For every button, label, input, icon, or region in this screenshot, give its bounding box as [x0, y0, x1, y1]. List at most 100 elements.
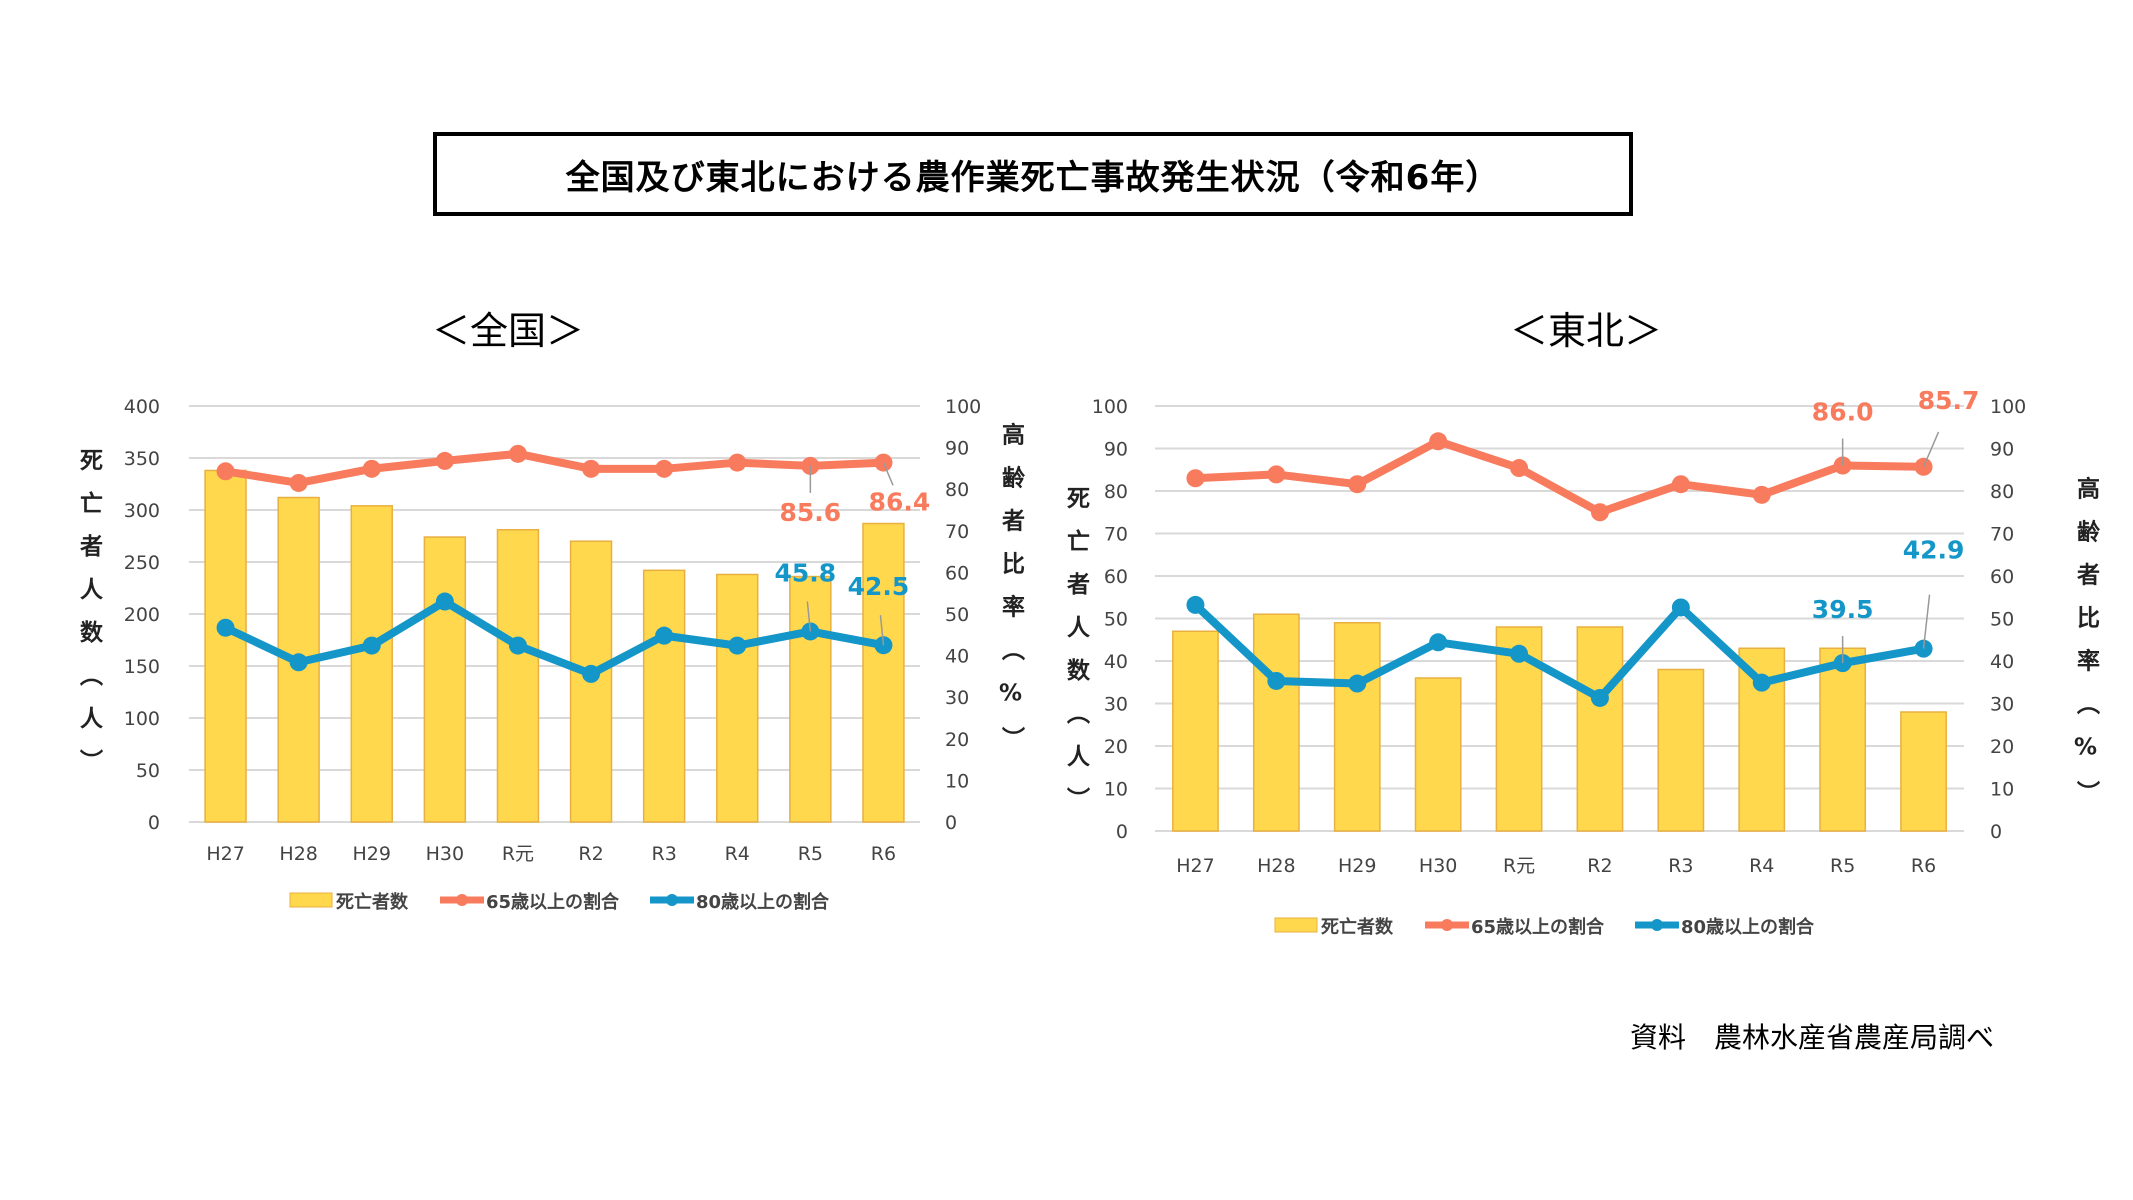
y-right-axis-label-national: 高齢者比率（%） [997, 422, 1024, 770]
y-right-tick-label: 20 [945, 729, 969, 751]
data-point [655, 626, 674, 645]
y-left-tick-label: 200 [124, 604, 160, 626]
y-right-tick-label: 80 [945, 479, 969, 501]
leader-line [1922, 594, 1931, 649]
data-point [1429, 633, 1448, 652]
series-line [1195, 437, 1924, 517]
data-point [289, 653, 308, 672]
x-tick-label: R6 [871, 843, 896, 865]
legend-label: 死亡者数 [336, 891, 409, 913]
bar [642, 569, 686, 823]
x-tick-label: R4 [725, 843, 750, 865]
bar [862, 522, 905, 823]
legend-label: 65歳以上の割合 [1471, 916, 1605, 938]
y-right-tick-label: 90 [1990, 439, 2014, 461]
page-title: 全国及び東北における農作業死亡事故発生状況（令和6年） [433, 132, 1633, 216]
x-tick-label: H30 [1419, 855, 1457, 877]
y-right-tick-label: 50 [945, 604, 969, 626]
leader-line [882, 462, 894, 486]
y-left-tick-label: 70 [1104, 524, 1128, 546]
bar [1819, 647, 1867, 832]
bar [204, 469, 247, 823]
y-left-tick-label: 50 [136, 760, 160, 782]
y-right-tick-label: 60 [945, 562, 969, 584]
data-point [1671, 475, 1690, 494]
x-tick-label: R2 [1587, 855, 1612, 877]
chart-subtitle-national: ＜全国＞ [431, 309, 584, 353]
data-point [1267, 465, 1286, 484]
bar [496, 529, 540, 823]
data-point [435, 451, 454, 470]
y-left-tick-label: 400 [124, 396, 160, 418]
legend-swatch-bar [1274, 917, 1318, 933]
y-left-tick-label: 0 [1116, 821, 1128, 843]
data-point [1671, 598, 1690, 617]
data-point [362, 636, 381, 655]
y-right-tick-label: 60 [1990, 566, 2014, 588]
y-left-tick-label: 10 [1104, 779, 1128, 801]
data-point [1590, 688, 1609, 707]
data-point [1186, 469, 1205, 488]
data-point [1590, 503, 1609, 522]
data-point [1429, 432, 1448, 451]
data-point [1752, 485, 1771, 504]
x-tick-label: H28 [279, 843, 317, 865]
y-right-tick-label: 30 [945, 687, 969, 709]
y-left-tick-label: 250 [124, 552, 160, 574]
y-left-tick-label: 30 [1104, 694, 1128, 716]
y-right-tick-label: 0 [1990, 821, 2002, 843]
data-point [508, 444, 527, 463]
bar [1414, 677, 1462, 832]
data-point [289, 473, 308, 492]
data-point [1510, 644, 1529, 663]
data-label: 85.7 [1918, 386, 1980, 415]
y-left-tick-label: 350 [124, 448, 160, 470]
bar [716, 573, 759, 823]
legend-swatch-bar [289, 892, 333, 908]
source-note: 資料 農林水産省農産局調べ [1630, 1021, 1995, 1054]
x-tick-label: H30 [426, 843, 464, 865]
legend-label: 80歳以上の割合 [696, 891, 830, 913]
y-left-tick-label: 20 [1104, 736, 1128, 758]
data-point [216, 462, 235, 481]
y-right-tick-label: 70 [945, 521, 969, 543]
leader-line [806, 601, 812, 632]
chart-subtitle-tohoku: ＜東北＞ [1509, 309, 1662, 353]
y-right-tick-label: 100 [1990, 396, 2026, 418]
legend-swatch-marker [1441, 919, 1453, 931]
x-tick-label: H27 [1176, 855, 1214, 877]
y-left-tick-label: 90 [1104, 439, 1128, 461]
data-label: 86.0 [1812, 398, 1874, 427]
data-point [1348, 475, 1367, 494]
bar [1172, 630, 1219, 832]
leader-line [879, 615, 885, 646]
data-label: 42.9 [1903, 536, 1965, 565]
y-left-tick-label: 150 [124, 656, 160, 678]
bar [789, 575, 832, 823]
x-tick-label: R元 [502, 843, 534, 865]
x-tick-label: H27 [206, 843, 244, 865]
series-line [224, 449, 884, 487]
bar [423, 536, 467, 823]
x-tick-label: R2 [578, 843, 603, 865]
legend-swatch-marker [666, 894, 678, 906]
y-left-tick-label: 60 [1104, 566, 1128, 588]
data-point [655, 459, 674, 478]
y-left-axis-label-national: 死亡者人数（人） [75, 448, 102, 792]
data-label: 86.4 [869, 488, 931, 517]
series-line [223, 597, 885, 678]
data-label: 45.8 [775, 558, 837, 587]
y-right-axis-label-tohoku: 高齢者比率（%） [2072, 476, 2099, 824]
y-right-tick-label: 30 [1990, 694, 2014, 716]
x-tick-label: R6 [1911, 855, 1936, 877]
data-point [508, 636, 527, 655]
data-label: 85.6 [780, 498, 842, 527]
x-tick-label: R4 [1749, 855, 1774, 877]
data-point [216, 618, 235, 637]
series-line [1192, 601, 1925, 702]
y-right-tick-label: 20 [1990, 736, 2014, 758]
y-right-tick-label: 100 [945, 396, 981, 418]
data-point [1752, 673, 1771, 692]
legend-swatch-marker [1651, 919, 1663, 931]
